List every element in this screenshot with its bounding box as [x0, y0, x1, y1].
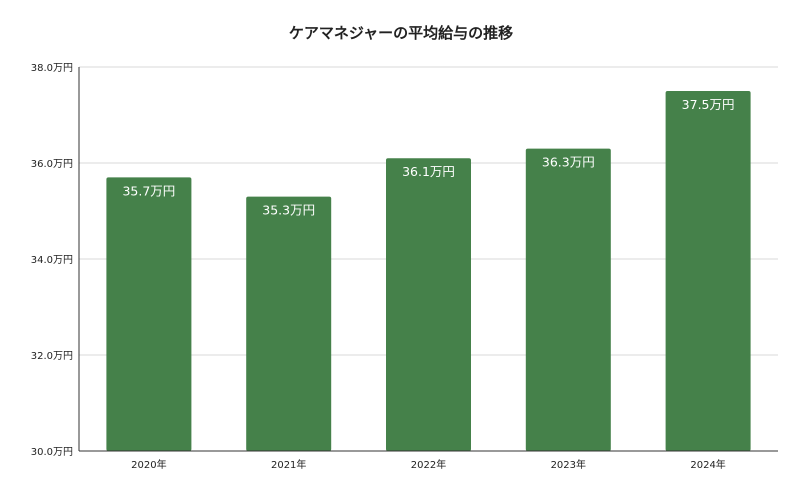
data-labels: 35.7万円 35.3万円 36.1万円 36.3万円 37.5万円 [122, 97, 734, 218]
x-axis-ticks: 2020年 2021年 2022年 2023年 2024年 [131, 458, 726, 471]
x-tick-label: 2021年 [271, 458, 306, 471]
x-tick-label: 2023年 [551, 458, 586, 471]
data-label: 37.5万円 [682, 97, 735, 112]
bars [106, 91, 751, 451]
x-tick-label: 2024年 [690, 458, 725, 471]
bar [386, 158, 471, 451]
bar [106, 177, 192, 451]
bar [246, 196, 332, 451]
y-axis-ticks: 30.0万円 32.0万円 34.0万円 36.0万円 38.0万円 [31, 63, 73, 458]
x-tick-label: 2020年 [131, 458, 166, 471]
y-tick-label: 34.0万円 [31, 255, 73, 266]
y-tick-label: 38.0万円 [31, 63, 73, 74]
data-label: 36.1万円 [402, 164, 455, 179]
y-tick-label: 32.0万円 [31, 351, 73, 362]
data-label: 36.3万円 [542, 155, 595, 170]
chart-title: ケアマネジャーの平均給与の推移 [289, 24, 513, 42]
y-tick-label: 30.0万円 [31, 447, 73, 458]
data-label: 35.7万円 [122, 183, 175, 198]
data-label: 35.3万円 [262, 203, 315, 218]
bar [665, 91, 751, 451]
bar [525, 148, 611, 451]
y-tick-label: 36.0万円 [31, 159, 73, 170]
x-tick-label: 2022年 [411, 458, 446, 471]
